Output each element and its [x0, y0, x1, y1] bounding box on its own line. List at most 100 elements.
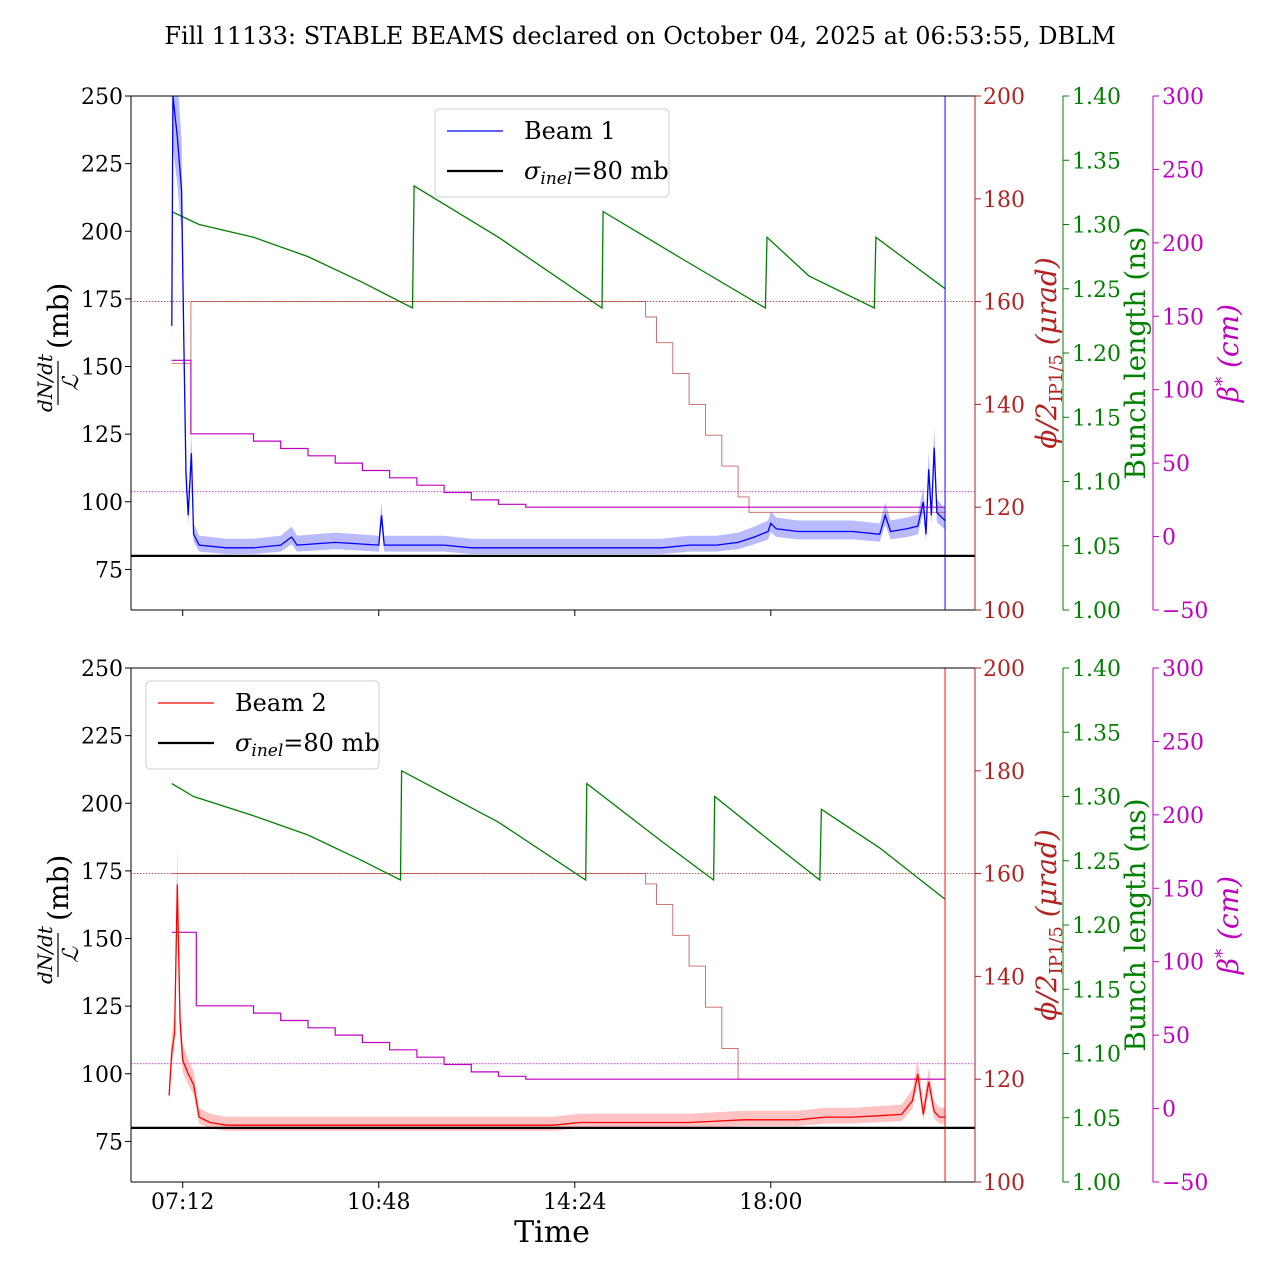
beta-tick-label: 0: [1162, 1098, 1176, 1123]
panel-beam1: 75 100 125 150 175 200 225 250 100 120 140 160 180 20…: [33, 85, 1245, 624]
legend-beam-label: Beam 1: [524, 117, 616, 145]
left-axis-label: dN/dt ℒ (mb): [33, 855, 84, 984]
left-axis-label-numerator: dN/dt: [33, 353, 57, 412]
bunch-tick-label: 1.20: [1072, 914, 1121, 939]
xing-tick-label: 200: [983, 657, 1025, 682]
beta-tick-label: 50: [1162, 452, 1190, 477]
bunch-tick-label: 1.30: [1072, 214, 1121, 239]
bunch-axis-label: Bunch length (ns): [1119, 226, 1152, 479]
y-tick-label: 100: [81, 491, 123, 516]
bunch-tick-label: 1.10: [1072, 1043, 1121, 1068]
y-tick-label: 75: [95, 1130, 123, 1155]
beta-tick-label: 150: [1162, 305, 1204, 330]
crossing-angle-line: [171, 301, 946, 513]
beta-tick-label: −50: [1162, 1171, 1208, 1196]
beam-uncertainty-band: [169, 847, 946, 1131]
xing-axis-label: ϕ/2IP1/5 (μrad): [1030, 257, 1067, 449]
bunch-tick-label: 1.00: [1072, 1171, 1121, 1196]
legend-sigma-label: σinel=80 mb: [235, 729, 380, 761]
beta-star-line: [171, 931, 946, 1080]
x-axis-label: Time: [514, 1215, 590, 1250]
xing-axis-label: ϕ/2IP1/5 (μrad): [1030, 829, 1067, 1021]
legend-sigma-label: σinel=80 mb: [524, 157, 669, 189]
bunch-tick-label: 1.05: [1072, 1107, 1121, 1132]
beta-axis-label: β* (cm): [1212, 304, 1245, 403]
xing-tick-label: 200: [983, 85, 1025, 110]
beta-tick-label: −50: [1162, 599, 1208, 624]
y-tick-label: 75: [95, 558, 123, 583]
xing-tick-label: 160: [983, 291, 1025, 316]
beta-tick-label: 300: [1162, 657, 1204, 682]
beta-tick-label: 200: [1162, 804, 1204, 829]
xing-tick-label: 180: [983, 760, 1025, 785]
beta-tick-label: 250: [1162, 158, 1204, 183]
xing-tick-label: 160: [983, 863, 1025, 888]
y-tick-label: 175: [81, 860, 123, 885]
y-tick-label: 125: [81, 423, 123, 448]
beta-tick-label: 200: [1162, 232, 1204, 257]
beta-tick-label: 100: [1162, 951, 1204, 976]
y-tick-label: 250: [81, 85, 123, 110]
y-tick-label: 150: [81, 928, 123, 953]
bunch-tick-label: 1.35: [1072, 721, 1121, 746]
x-tick-label: 07:12: [151, 1190, 214, 1215]
panel-beam2: 75 100 125 150 175 200 225 250 100 120 140 160 180 20…: [33, 657, 1245, 1215]
x-tick-label: 14:24: [543, 1190, 606, 1215]
xing-tick-label: 140: [983, 965, 1025, 990]
bunch-axis-label: Bunch length (ns): [1119, 798, 1152, 1051]
xing-tick-label: 120: [983, 496, 1025, 521]
y-tick-label: 175: [81, 288, 123, 313]
x-tick-label: 10:48: [347, 1190, 410, 1215]
crossing-angle-line: [171, 873, 946, 1080]
bunch-tick-label: 1.20: [1072, 342, 1121, 367]
bunch-tick-label: 1.35: [1072, 149, 1121, 174]
bunch-length-line: [171, 184, 946, 310]
bunch-tick-label: 1.05: [1072, 535, 1121, 560]
bunch-tick-label: 1.25: [1072, 278, 1121, 303]
plot-area: [131, 668, 975, 1182]
y-tick-label: 125: [81, 995, 123, 1020]
x-tick-label: 18:00: [739, 1190, 802, 1215]
legend-beam-label: Beam 2: [235, 689, 327, 717]
bunch-tick-label: 1.00: [1072, 599, 1121, 624]
left-axis-label-unit: (mb): [42, 855, 75, 921]
xing-tick-label: 140: [983, 393, 1025, 418]
bunch-tick-label: 1.15: [1072, 978, 1121, 1003]
bunch-tick-label: 1.25: [1072, 850, 1121, 875]
y-tick-label: 250: [81, 657, 123, 682]
beta-axis-label: β* (cm): [1212, 876, 1245, 975]
beta-tick-label: 50: [1162, 1024, 1190, 1049]
beta-tick-label: 250: [1162, 730, 1204, 755]
y-tick-label: 225: [81, 725, 123, 750]
left-axis-label: dN/dt ℒ (mb): [33, 283, 84, 412]
left-axis-label-denominator: ℒ: [59, 374, 84, 391]
y-tick-label: 200: [81, 792, 123, 817]
y-tick-label: 200: [81, 220, 123, 245]
plot-area: [131, 96, 975, 610]
left-axis-label-numerator: dN/dt: [33, 925, 57, 984]
beta-tick-label: 0: [1162, 526, 1176, 551]
y-tick-label: 150: [81, 356, 123, 381]
beta-tick-label: 300: [1162, 85, 1204, 110]
xing-tick-label: 100: [983, 1171, 1025, 1196]
y-tick-label: 100: [81, 1063, 123, 1088]
beta-tick-label: 100: [1162, 379, 1204, 404]
bunch-tick-label: 1.15: [1072, 406, 1121, 431]
xing-tick-label: 100: [983, 599, 1025, 624]
chart-title: Fill 11133: STABLE BEAMS declared on Oct…: [164, 22, 1115, 50]
bunch-tick-label: 1.30: [1072, 786, 1121, 811]
legend: Beam 1 σinel=80 mb: [434, 108, 670, 198]
legend: Beam 2 σinel=80 mb: [145, 680, 380, 770]
beta-tick-label: 150: [1162, 877, 1204, 902]
y-tick-label: 225: [81, 153, 123, 178]
bunch-tick-label: 1.40: [1072, 657, 1121, 682]
beam-cross-section-line: [171, 96, 946, 549]
xing-tick-label: 180: [983, 188, 1025, 213]
bunch-length-line: [171, 769, 946, 900]
beta-star-line: [171, 359, 946, 508]
xing-tick-label: 120: [983, 1068, 1025, 1093]
left-axis-label-unit: (mb): [42, 283, 75, 349]
beam-cross-section-line: [168, 884, 946, 1126]
bunch-tick-label: 1.10: [1072, 471, 1121, 496]
